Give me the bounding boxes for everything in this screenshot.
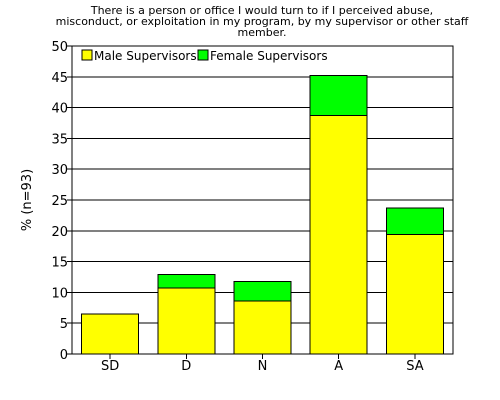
bar-male-sd — [81, 313, 140, 355]
bar-male-d — [157, 287, 216, 355]
x-axis-ticks: SD D N A SA — [101, 354, 424, 374]
y-tick-label: 30 — [51, 163, 68, 178]
x-tick-label-sa: SA — [406, 359, 423, 374]
chart-title-line: misconduct, or exploitation in my progra… — [56, 15, 469, 28]
x-tick-label-d: D — [181, 359, 191, 374]
y-tick-label: 5 — [60, 317, 68, 332]
bar-female-sa — [385, 207, 444, 235]
y-tick-label: 50 — [51, 40, 68, 55]
y-tick-label: 0 — [60, 348, 68, 363]
legend: Male Supervisors Female Supervisors — [81, 49, 328, 63]
bar-female-d — [157, 274, 216, 289]
x-tick-label-n: N — [258, 359, 268, 374]
bars — [81, 75, 444, 355]
y-tick-label: 20 — [51, 225, 68, 240]
chart-title-line: There is a person or office I would turn… — [90, 4, 433, 17]
y-tick-label: 45 — [51, 71, 68, 86]
y-axis-title: % (n=93) — [20, 169, 35, 231]
y-tick-label: 40 — [51, 102, 68, 117]
y-tick-label: 25 — [51, 194, 68, 209]
bar-male-a — [309, 115, 368, 355]
y-tick-label: 35 — [51, 132, 68, 147]
y-axis-ticks: 0 5 10 15 20 25 30 35 40 45 50 — [51, 40, 72, 363]
x-tick-label-sd: SD — [101, 359, 119, 374]
chart-title: There is a person or office I would turn… — [56, 4, 469, 39]
y-tick-label: 15 — [51, 256, 68, 271]
y-tick-label: 10 — [51, 286, 68, 301]
legend-label-male: Male Supervisors — [94, 49, 197, 63]
chart-title-line: member. — [238, 26, 287, 39]
x-tick-label-a: A — [334, 359, 343, 374]
bar-male-n — [233, 300, 292, 355]
bar-male-sa — [385, 233, 444, 355]
legend-label-female: Female Supervisors — [210, 49, 328, 63]
bar-female-a — [309, 75, 368, 117]
legend-swatch-male — [81, 49, 93, 61]
legend-swatch-female — [197, 49, 209, 61]
bar-female-n — [233, 280, 292, 302]
